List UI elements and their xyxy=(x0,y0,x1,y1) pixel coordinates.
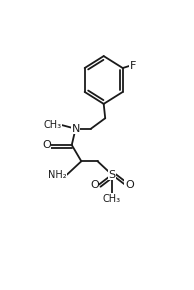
Text: O: O xyxy=(125,180,134,190)
Text: S: S xyxy=(108,170,115,180)
Text: F: F xyxy=(130,61,136,71)
Text: O: O xyxy=(42,140,51,150)
Text: CH₃: CH₃ xyxy=(103,194,121,204)
Text: NH₂: NH₂ xyxy=(48,170,67,180)
Text: O: O xyxy=(90,180,99,190)
Text: N: N xyxy=(71,124,80,134)
Text: CH₃: CH₃ xyxy=(43,120,61,130)
